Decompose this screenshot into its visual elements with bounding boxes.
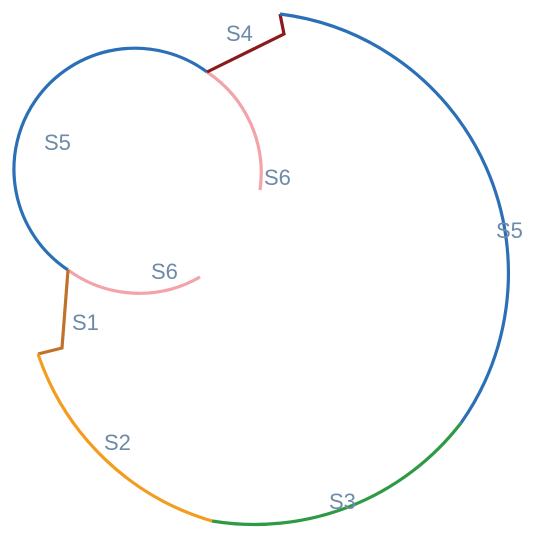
- segment-s5-large-arc: [279, 12, 511, 424]
- label-s3: S3: [329, 489, 356, 514]
- label-s2: S2: [104, 430, 131, 455]
- segment-s3-arc: [211, 422, 463, 527]
- segment-s4-connector: [206, 13, 286, 74]
- segment-s6-upper-arc: [206, 70, 263, 191]
- label-s6-upper: S6: [264, 165, 291, 190]
- label-s4: S4: [226, 21, 253, 46]
- label-s5-small-loop: S5: [44, 130, 71, 155]
- label-s6-lower: S6: [151, 259, 178, 284]
- segment-s5-small-loop: [12, 46, 208, 272]
- segment-s1-connector: [37, 269, 70, 356]
- segment-s6-lower-arc: [67, 268, 201, 295]
- label-s5-large-arc: S5: [496, 218, 523, 243]
- label-s1: S1: [72, 310, 99, 335]
- segment-s2-arc: [36, 353, 213, 523]
